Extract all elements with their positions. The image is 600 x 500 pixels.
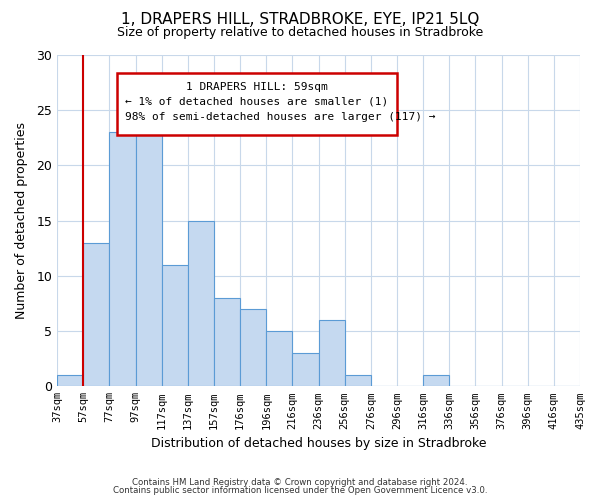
Text: 98% of semi-detached houses are larger (117) →: 98% of semi-detached houses are larger (… xyxy=(125,112,436,122)
Bar xyxy=(423,376,449,386)
Text: 1, DRAPERS HILL, STRADBROKE, EYE, IP21 5LQ: 1, DRAPERS HILL, STRADBROKE, EYE, IP21 5… xyxy=(121,12,479,28)
FancyBboxPatch shape xyxy=(117,73,397,134)
Bar xyxy=(240,309,266,386)
Bar xyxy=(188,220,214,386)
Bar xyxy=(161,265,188,386)
Bar xyxy=(83,242,109,386)
Bar xyxy=(214,298,240,386)
Text: 1 DRAPERS HILL: 59sqm: 1 DRAPERS HILL: 59sqm xyxy=(186,82,328,92)
Bar xyxy=(292,353,319,386)
Text: ← 1% of detached houses are smaller (1): ← 1% of detached houses are smaller (1) xyxy=(125,96,388,106)
Y-axis label: Number of detached properties: Number of detached properties xyxy=(15,122,28,319)
Bar xyxy=(57,376,83,386)
Bar xyxy=(266,331,292,386)
Text: Contains HM Land Registry data © Crown copyright and database right 2024.: Contains HM Land Registry data © Crown c… xyxy=(132,478,468,487)
Text: Size of property relative to detached houses in Stradbroke: Size of property relative to detached ho… xyxy=(117,26,483,39)
Bar xyxy=(109,132,136,386)
X-axis label: Distribution of detached houses by size in Stradbroke: Distribution of detached houses by size … xyxy=(151,437,486,450)
Bar xyxy=(344,376,371,386)
Text: Contains public sector information licensed under the Open Government Licence v3: Contains public sector information licen… xyxy=(113,486,487,495)
Bar xyxy=(319,320,344,386)
Bar xyxy=(136,110,161,386)
